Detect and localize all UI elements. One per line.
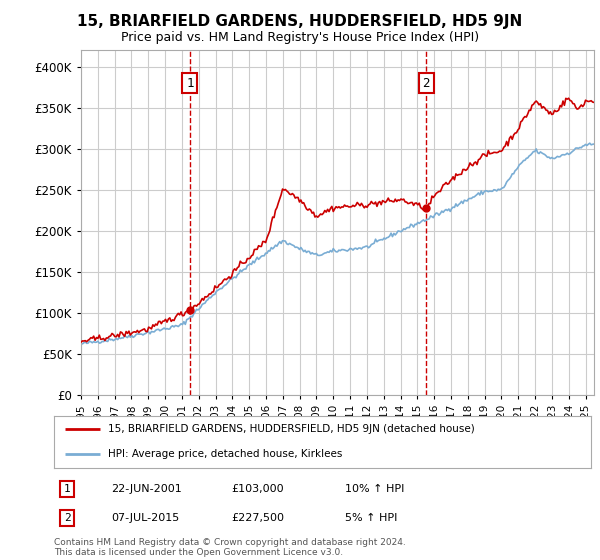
- Text: 10% ↑ HPI: 10% ↑ HPI: [345, 484, 404, 494]
- Text: 07-JUL-2015: 07-JUL-2015: [111, 513, 179, 523]
- Text: 15, BRIARFIELD GARDENS, HUDDERSFIELD, HD5 9JN: 15, BRIARFIELD GARDENS, HUDDERSFIELD, HD…: [77, 14, 523, 29]
- Text: 22-JUN-2001: 22-JUN-2001: [111, 484, 182, 494]
- Text: £103,000: £103,000: [231, 484, 284, 494]
- Text: HPI: Average price, detached house, Kirklees: HPI: Average price, detached house, Kirk…: [108, 449, 342, 459]
- Text: 1: 1: [64, 484, 71, 494]
- Text: 5% ↑ HPI: 5% ↑ HPI: [345, 513, 397, 523]
- Text: Contains HM Land Registry data © Crown copyright and database right 2024.
This d: Contains HM Land Registry data © Crown c…: [54, 538, 406, 557]
- Text: 15, BRIARFIELD GARDENS, HUDDERSFIELD, HD5 9JN (detached house): 15, BRIARFIELD GARDENS, HUDDERSFIELD, HD…: [108, 424, 475, 435]
- Text: 2: 2: [422, 77, 430, 90]
- Text: Price paid vs. HM Land Registry's House Price Index (HPI): Price paid vs. HM Land Registry's House …: [121, 31, 479, 44]
- Text: 1: 1: [186, 77, 194, 90]
- Text: £227,500: £227,500: [231, 513, 284, 523]
- Text: 2: 2: [64, 513, 71, 523]
